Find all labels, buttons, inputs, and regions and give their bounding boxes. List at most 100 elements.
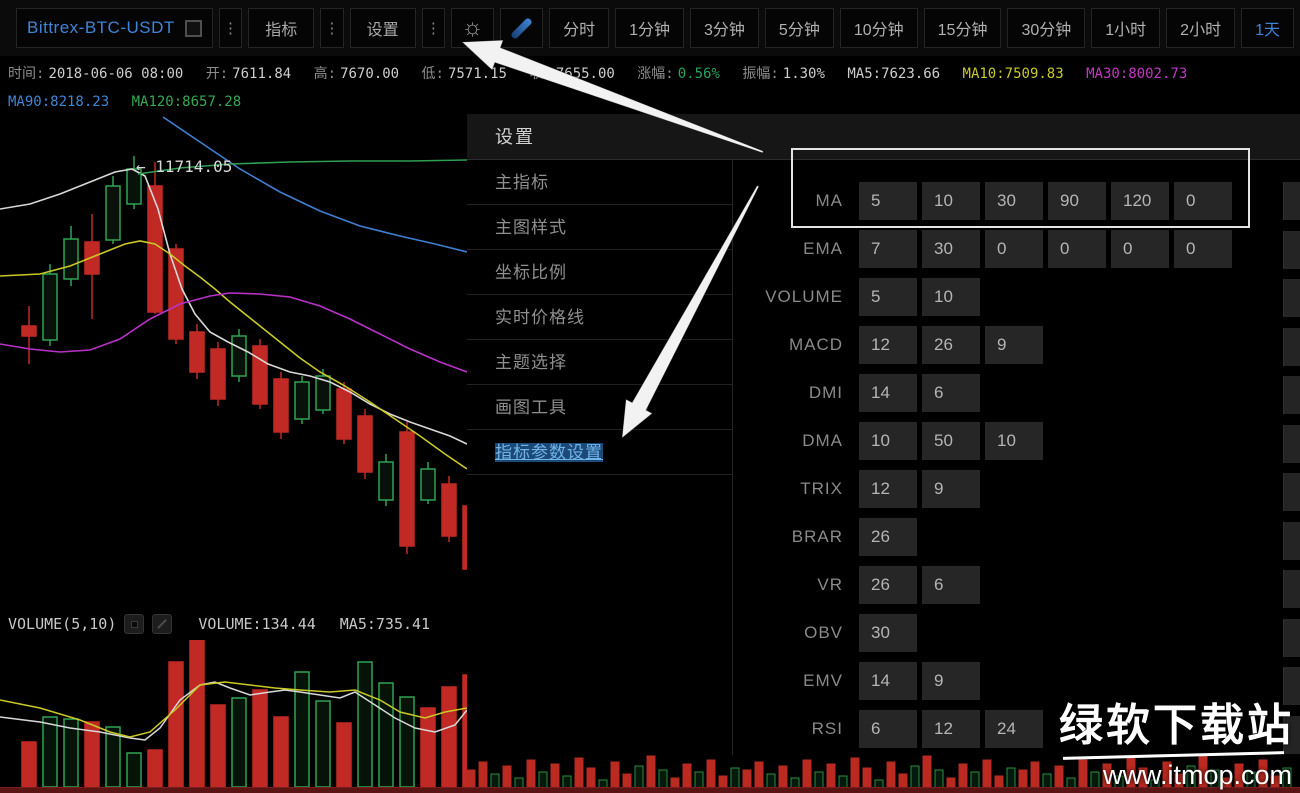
param-input-MA-5[interactable]: 120 xyxy=(1111,182,1169,220)
volume-close-button[interactable] xyxy=(152,614,173,634)
param-input-MACD-1[interactable]: 12 xyxy=(859,326,917,364)
confirm-button-BRAR[interactable] xyxy=(1283,521,1300,560)
timeframe-tab-15分钟[interactable]: 15分钟 xyxy=(923,8,1002,48)
high-value: 7670.00 xyxy=(340,66,400,82)
open-label: 开: xyxy=(205,66,229,82)
volume-ma-line-VMA5 xyxy=(0,681,468,741)
ma120-value: MA120:8657.28 xyxy=(131,94,242,110)
settings-button[interactable]: 设置 xyxy=(349,8,416,48)
settings-menu-item-画图工具[interactable]: 画图工具 xyxy=(467,385,732,430)
param-label-VR: VR xyxy=(817,575,843,594)
change-label: 涨幅: xyxy=(637,66,674,82)
settings-menu-item-主题选择[interactable]: 主题选择 xyxy=(467,340,732,385)
param-input-EMA-3[interactable]: 0 xyxy=(985,230,1043,268)
ma10-value: MA10:7509.83 xyxy=(962,66,1064,82)
confirm-buttons-column xyxy=(1283,114,1300,755)
param-input-RSI-2[interactable]: 12 xyxy=(922,710,980,748)
param-input-DMA-1[interactable]: 10 xyxy=(859,422,917,460)
param-input-TRIX-1[interactable]: 12 xyxy=(859,470,917,508)
param-input-MA-1[interactable]: 5 xyxy=(859,182,917,220)
watermark-site-url: www.itmop.com xyxy=(1102,760,1292,790)
timeframe-tab-1分钟[interactable]: 1分钟 xyxy=(615,8,685,48)
indicators-dots-icon[interactable]: ⋮ xyxy=(320,8,344,48)
param-input-DMI-2[interactable]: 6 xyxy=(922,374,980,412)
param-row-BRAR: BRAR 26 xyxy=(733,518,1300,556)
param-input-EMA-2[interactable]: 30 xyxy=(922,230,980,268)
param-input-EMA-5[interactable]: 0 xyxy=(1111,230,1169,268)
settings-dots-icon[interactable]: ⋮ xyxy=(421,8,446,48)
param-input-RSI-3[interactable]: 24 xyxy=(985,710,1043,748)
param-input-MACD-3[interactable]: 9 xyxy=(985,326,1043,364)
symbol-menu-dots-icon[interactable]: ⋮ xyxy=(218,8,243,48)
settings-menu-item-坐标比例[interactable]: 坐标比例 xyxy=(467,250,732,295)
param-input-MACD-2[interactable]: 26 xyxy=(922,326,980,364)
volume-settings-button[interactable] xyxy=(124,614,145,634)
param-input-MA-6[interactable]: 0 xyxy=(1174,182,1232,220)
param-input-DMI-1[interactable]: 14 xyxy=(859,374,917,412)
confirm-button-DMI[interactable] xyxy=(1283,376,1300,414)
settings-menu-item-主图样式[interactable]: 主图样式 xyxy=(467,205,732,250)
param-input-RSI-1[interactable]: 6 xyxy=(859,710,917,748)
high-label: 高: xyxy=(313,66,337,82)
timeframe-tab-5分钟[interactable]: 5分钟 xyxy=(764,8,834,48)
symbol-selector[interactable]: Bittrex-BTC-USDT xyxy=(16,8,213,48)
bottom-scrollbar[interactable] xyxy=(0,787,1300,793)
param-input-EMA-4[interactable]: 0 xyxy=(1048,230,1106,268)
confirm-button-MACD[interactable] xyxy=(1283,327,1300,366)
timeframe-tab-10分钟[interactable]: 10分钟 xyxy=(839,8,918,48)
param-input-MA-4[interactable]: 90 xyxy=(1048,182,1106,220)
ma30-value: MA30:8002.73 xyxy=(1086,66,1188,82)
ohlc-info-bar: 时间: 2018-06-06 08:00 开: 7611.84 高: 7670.00 … xyxy=(0,60,1300,88)
candlestick-chart[interactable]: ← 11714.05 xyxy=(0,114,478,608)
param-input-VR-1[interactable]: 26 xyxy=(859,566,917,604)
settings-menu-item-label: 主图样式 xyxy=(495,218,567,237)
volume-pane-title: VOLUME(5,10) xyxy=(8,615,117,633)
settings-menu: 主指标主图样式坐标比例 实时价格线 主题选择 画图工具指标参数设置 xyxy=(467,160,733,755)
indicators-button[interactable]: 指标 xyxy=(248,8,315,48)
param-input-BRAR-1[interactable]: 26 xyxy=(859,518,917,556)
timeframe-tab-1小时[interactable]: 1小时 xyxy=(1091,8,1161,48)
param-input-VR-2[interactable]: 6 xyxy=(922,566,980,604)
param-input-MA-2[interactable]: 10 xyxy=(922,182,980,220)
param-input-EMV-1[interactable]: 14 xyxy=(859,662,917,700)
pencil-icon xyxy=(510,16,533,40)
settings-menu-item-主指标[interactable]: 主指标 xyxy=(467,160,732,205)
param-input-OBV-1[interactable]: 30 xyxy=(859,614,917,652)
confirm-button-DMA[interactable] xyxy=(1283,424,1300,463)
param-row-DMI: DMI 14 6 xyxy=(733,374,1300,412)
theme-button[interactable]: ☼ xyxy=(451,8,495,48)
draw-button[interactable] xyxy=(500,8,544,48)
confirm-button-OBV[interactable] xyxy=(1283,618,1300,657)
param-row-TRIX: TRIX 12 9 xyxy=(733,470,1300,508)
confirm-button-MA[interactable] xyxy=(1283,182,1300,220)
confirm-button-TRIX[interactable] xyxy=(1283,473,1300,511)
param-input-VOLUME-2[interactable]: 10 xyxy=(922,278,980,316)
param-input-VOLUME-1[interactable]: 5 xyxy=(859,278,917,316)
low-value: 7571.15 xyxy=(447,66,507,82)
param-input-EMA-1[interactable]: 7 xyxy=(859,230,917,268)
param-label-OBV: OBV xyxy=(804,623,843,642)
volume-chart[interactable] xyxy=(0,638,478,788)
volume-settings-icon xyxy=(130,620,138,628)
settings-menu-item-指标参数设置[interactable]: 指标参数设置 xyxy=(467,430,732,475)
param-label-EMV: EMV xyxy=(803,671,843,690)
time-label: 时间: xyxy=(8,66,45,82)
symbol-name: Bittrex-BTC-USDT xyxy=(27,18,175,37)
confirm-button-EMA[interactable] xyxy=(1283,230,1300,269)
settings-dialog-title: 设置 xyxy=(467,114,1300,160)
settings-menu-item-label: 指标参数设置 xyxy=(495,443,603,462)
param-input-DMA-3[interactable]: 10 xyxy=(985,422,1043,460)
confirm-button-VR[interactable] xyxy=(1283,570,1300,608)
param-input-EMA-6[interactable]: 0 xyxy=(1174,230,1232,268)
timeframe-tab-30分钟[interactable]: 30分钟 xyxy=(1007,8,1086,48)
confirm-button-VOLUME[interactable] xyxy=(1283,279,1300,317)
param-input-MA-3[interactable]: 30 xyxy=(985,182,1043,220)
settings-menu-item-实时价格线[interactable]: 实时价格线 xyxy=(467,295,732,340)
param-input-EMV-2[interactable]: 9 xyxy=(922,662,980,700)
timeframe-tab-2小时[interactable]: 2小时 xyxy=(1166,8,1236,48)
timeframe-tab-3分钟[interactable]: 3分钟 xyxy=(690,8,759,48)
timeframe-tab-1天[interactable]: 1天 xyxy=(1241,8,1294,48)
timeframe-tab-分时[interactable]: 分时 xyxy=(549,8,610,48)
param-input-DMA-2[interactable]: 50 xyxy=(922,422,980,460)
param-input-TRIX-2[interactable]: 9 xyxy=(922,470,980,508)
